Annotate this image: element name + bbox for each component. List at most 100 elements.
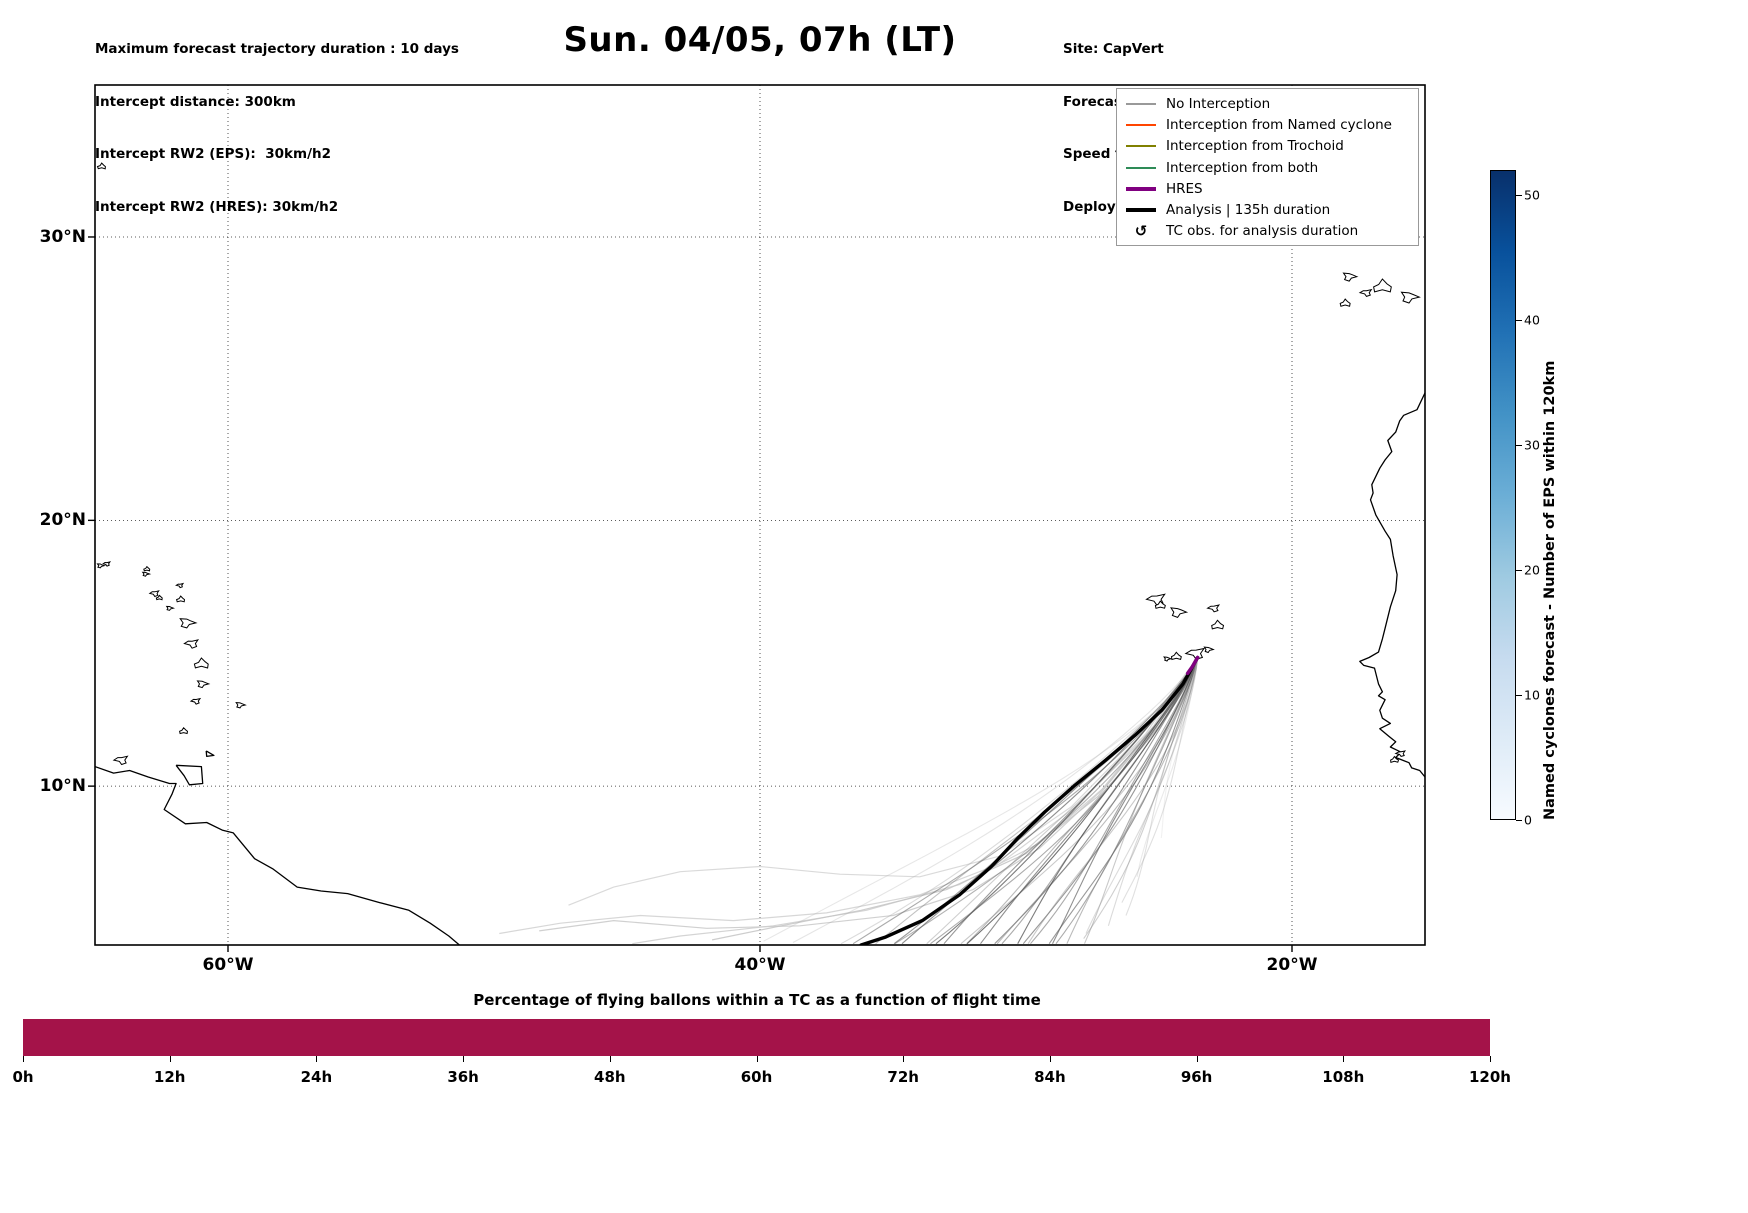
eps-trajectory [980,657,1199,945]
island-outline [1170,607,1189,619]
island-outline [189,697,202,705]
eps-trajectory [1085,657,1199,934]
eps-trajectory-light [568,657,1199,906]
legend-item: HRES [1126,178,1412,199]
eps-trajectory [994,657,1199,945]
map-content-layer [95,162,1425,945]
bottom-tick-mark [1490,1056,1491,1062]
bottom-tick-mark [1049,1056,1051,1062]
lon-tick-label: 40°W [734,955,786,975]
eps-trajectory [840,657,1199,945]
param-line-rw2-hres: Intercept RW2 (HRES): 30km/h2 [95,198,339,215]
eps-trajectory [1066,657,1199,944]
bottom-tick-mark [23,1056,24,1062]
intercept-params-block: Maximum forecast trajectory duration : 1… [95,6,459,251]
flight-time-tick-label: 0h [12,1068,34,1086]
tc-obs-marker-icon: ↺ [1134,221,1148,240]
page-title: Sun. 04/05, 07h (LT) [563,20,957,60]
colorbar-label: Named cyclones forecast - Number of EPS … [1542,360,1558,820]
map-frame [94,84,1426,946]
colorbar-tick-mark [1516,445,1522,446]
colorbar-tick-mark [1516,570,1522,571]
colorbar-tick-label: 20 [1524,562,1540,578]
bottom-tick-mark [609,1056,611,1062]
colorbar [1490,170,1516,820]
legend-item: Interception from Named cyclone [1126,114,1412,135]
tobago [205,750,215,758]
island-outline [1203,646,1215,654]
island-outline [183,639,200,649]
bottom-tick-mark [1343,1056,1345,1062]
legend-label: TC obs. for analysis duration [1166,223,1359,240]
flight-time-tick-label: 12h [153,1068,186,1086]
bottom-tick-mark [316,1056,318,1062]
eps-trajectory [1160,657,1199,839]
legend-line-swatch [1126,166,1156,169]
island-outline [1211,619,1225,630]
lat-tick-label: 20°N [39,510,86,531]
eps-trajectory [1052,657,1199,944]
legend-label: Interception from both [1166,159,1319,176]
param-line-duration: Maximum forecast trajectory duration : 1… [95,41,459,57]
legend-line-swatch [1126,186,1156,191]
eps-trajectory [893,657,1199,945]
island-outline [141,571,152,577]
colorbar-tick-mark [1516,195,1522,196]
island-outline [96,563,107,569]
island-outline [1373,278,1392,293]
eps-trajectory [1083,657,1199,944]
eps-trajectory-light [539,657,1199,932]
colorbar-tick-label: 40 [1524,312,1540,328]
south-america-north-coast [95,765,460,945]
legend-item: Interception from both [1126,157,1412,178]
info-line-site: Site: CapVert [1063,41,1164,57]
island-outline [96,162,106,170]
map-legend: No Interception Interception from Named c… [1116,88,1419,247]
legend-item: ↺ TC obs. for analysis duration [1126,221,1412,242]
eps-long-trajectories-layer [499,657,1199,945]
island-outline [193,657,209,669]
island-outline [1342,272,1359,282]
island-outline [155,594,163,601]
legend-label: No Interception [1166,95,1271,112]
lat-tick-label: 10°N [39,776,86,797]
bottom-tick-mark [463,1056,465,1062]
eps-trajectory [1055,657,1199,945]
flight-time-tick-label: 24h [300,1068,333,1086]
eps-trajectory [943,657,1199,945]
colorbar-tick-mark [1516,320,1522,321]
legend-line-swatch [1126,145,1156,148]
eps-trajectory [935,657,1199,945]
flight-time-tick-label: 72h [887,1068,919,1086]
hres-trajectory [1185,655,1200,676]
legend-line-swatch [1126,208,1156,213]
island-outline [148,590,160,598]
flight-time-tick-label: 96h [1180,1068,1213,1086]
eps-trajectory [1107,657,1199,926]
island-outline [175,582,185,589]
legend-label: Interception from Trochoid [1166,138,1344,155]
island-outline [235,702,247,709]
eps-trajectory [1017,657,1199,944]
lon-tick-label: 20°W [1266,955,1318,975]
island-outline [143,565,151,572]
eps-trajectory [763,657,1199,942]
eps-trajectory [1125,657,1199,916]
flight-time-tick-label: 84h [1034,1068,1066,1086]
bottom-tick-mark [169,1056,171,1062]
island-outline [1206,604,1221,613]
eps-trajectory [1121,657,1199,903]
eps-trajectory [1083,657,1199,939]
bottom-tick-mark [1196,1056,1198,1062]
island-outline [1358,288,1373,297]
island-outline [196,680,211,689]
island-outline [1339,298,1351,307]
legend-item: Interception from Trochoid [1126,136,1412,157]
lat-tick-label: 30°N [39,226,86,247]
flight-time-tick-label: 36h [447,1068,479,1086]
africa-west-coast [1359,392,1425,778]
colorbar-tick-label: 50 [1524,187,1540,203]
colorbar-tick-mark [1516,695,1522,696]
